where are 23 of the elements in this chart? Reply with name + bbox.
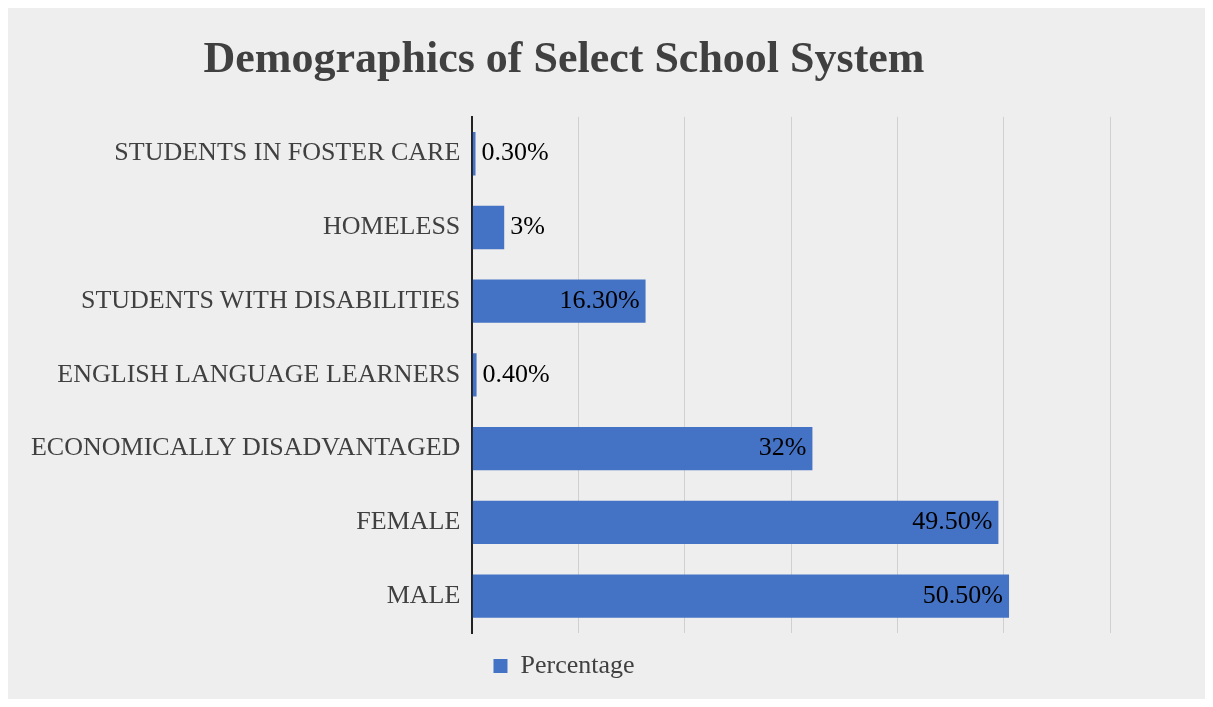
y-tick-label: ENGLISH LANGUAGE LEARNERS	[57, 358, 461, 388]
data-label: 3%	[510, 211, 545, 241]
y-tick-label: MALE	[386, 579, 461, 609]
y-tick-label: HOMELESS	[323, 211, 461, 241]
bar	[472, 279, 646, 323]
bar	[472, 500, 999, 545]
data-label: 32%	[758, 432, 807, 462]
data-label: 0.30%	[481, 137, 549, 167]
legend-label: Percentage	[520, 649, 635, 679]
bar	[472, 353, 477, 397]
y-tick-label: FEMALE	[356, 506, 461, 536]
data-label: 0.40%	[482, 358, 550, 388]
y-tick-label: STUDENTS IN FOSTER CARE	[114, 137, 461, 167]
bar	[472, 426, 813, 471]
bar	[472, 205, 505, 250]
y-tick-label: ECONOMICALLY DISADVANTAGED	[30, 432, 461, 462]
data-label: 49.50%	[912, 506, 993, 536]
bar	[472, 574, 1010, 618]
data-label: 50.50%	[922, 579, 1004, 609]
y-tick-label: STUDENTS WITH DISABILITIES	[80, 284, 461, 314]
bar	[472, 131, 476, 176]
data-label: 16.30%	[559, 284, 640, 314]
chart-title: Demographics of Select School System	[203, 32, 925, 82]
